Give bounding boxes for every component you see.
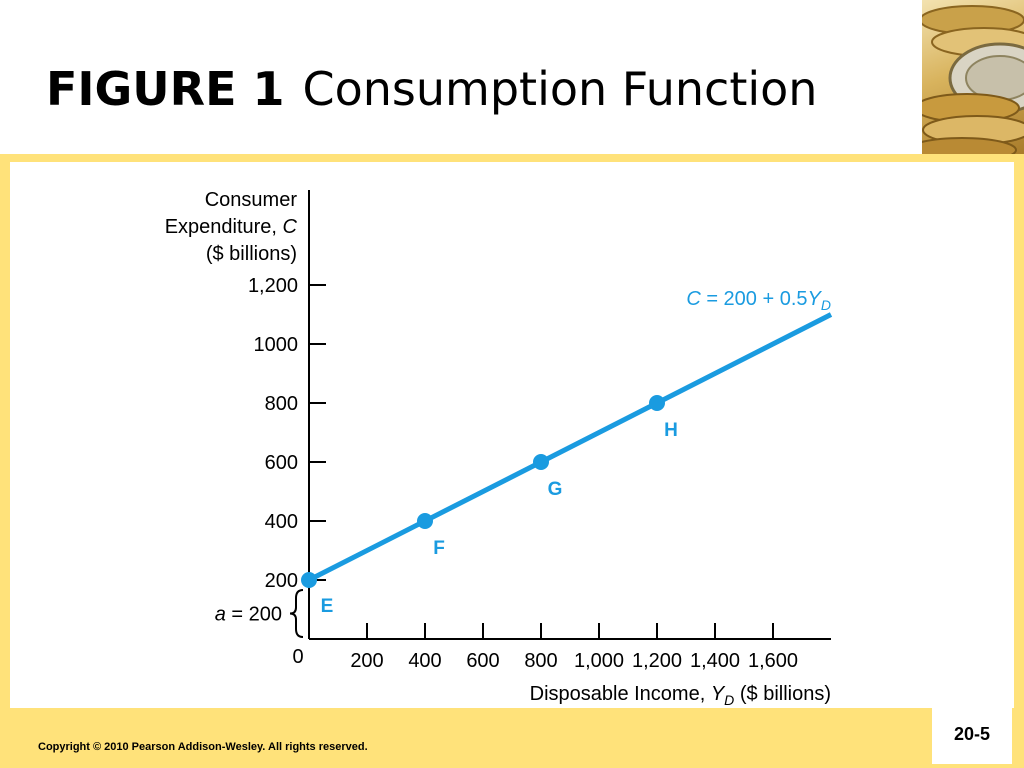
y-tick-label: 200 bbox=[265, 570, 298, 592]
coins-image bbox=[922, 0, 1024, 155]
page-number-box bbox=[932, 708, 1012, 764]
y-tick-label: 1,200 bbox=[248, 275, 298, 297]
chart-panel bbox=[10, 162, 1014, 708]
y-axis-label-line: Consumer bbox=[205, 189, 298, 211]
x-tick-label: 200 bbox=[350, 650, 383, 672]
y-tick-label: 400 bbox=[265, 511, 298, 533]
point-label: E bbox=[321, 596, 334, 617]
page-title: FIGURE 1 Consumption Function bbox=[46, 62, 817, 116]
x-tick-label: 1,000 bbox=[574, 650, 624, 672]
x-tick-label: 1,200 bbox=[632, 650, 682, 672]
consumption-line bbox=[307, 312, 833, 583]
x-tick-label: 1,600 bbox=[748, 650, 798, 672]
y-tick-label: 800 bbox=[265, 393, 298, 415]
figure-number: FIGURE 1 bbox=[46, 62, 285, 116]
y-tick-label: 600 bbox=[265, 452, 298, 474]
intercept-brace bbox=[289, 589, 304, 638]
equation-label: C = 200 + 0.5YD bbox=[686, 288, 831, 313]
y-axis-label-line: Expenditure, C bbox=[165, 216, 298, 238]
copyright-notice: Copyright © 2010 Pearson Addison-Wesley.… bbox=[38, 741, 368, 753]
intercept-annotation: a = 200 bbox=[215, 604, 282, 626]
x-tick-label: 600 bbox=[466, 650, 499, 672]
point-label: G bbox=[548, 479, 563, 500]
data-point bbox=[533, 454, 549, 470]
footer-band bbox=[0, 708, 1024, 768]
page-number: 20-5 bbox=[953, 724, 991, 744]
y-tick-label: 1000 bbox=[254, 334, 299, 356]
point-label: F bbox=[433, 538, 445, 559]
x-axis-label: Disposable Income, YD ($ billions) bbox=[530, 683, 831, 708]
x-tick-label: 1,400 bbox=[690, 650, 740, 672]
coins-icon bbox=[922, 5, 1024, 155]
data-point bbox=[417, 513, 433, 529]
origin-label: 0 bbox=[292, 646, 303, 668]
data-point bbox=[649, 395, 665, 411]
figure-title: Consumption Function bbox=[302, 62, 818, 116]
x-tick-label: 800 bbox=[524, 650, 557, 672]
point-label: H bbox=[664, 420, 678, 441]
x-tick-label: 400 bbox=[408, 650, 441, 672]
data-point bbox=[301, 572, 317, 588]
y-axis-label-line: ($ billions) bbox=[206, 243, 297, 265]
